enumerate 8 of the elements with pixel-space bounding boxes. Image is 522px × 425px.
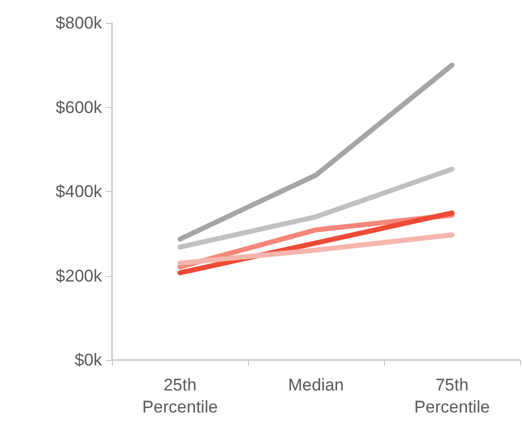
x-tick-label: 25th Percentile <box>142 376 218 416</box>
y-tick-label: $0k <box>74 350 102 370</box>
y-tick-label: $800k <box>56 14 102 32</box>
x-tick-label: Median <box>288 376 344 394</box>
y-tick-label: $600k <box>56 98 102 117</box>
y-tick-label: $400k <box>56 182 102 201</box>
y-tick-label: $200k <box>56 266 102 286</box>
x-tick-label: 75th Percentile <box>414 376 490 416</box>
